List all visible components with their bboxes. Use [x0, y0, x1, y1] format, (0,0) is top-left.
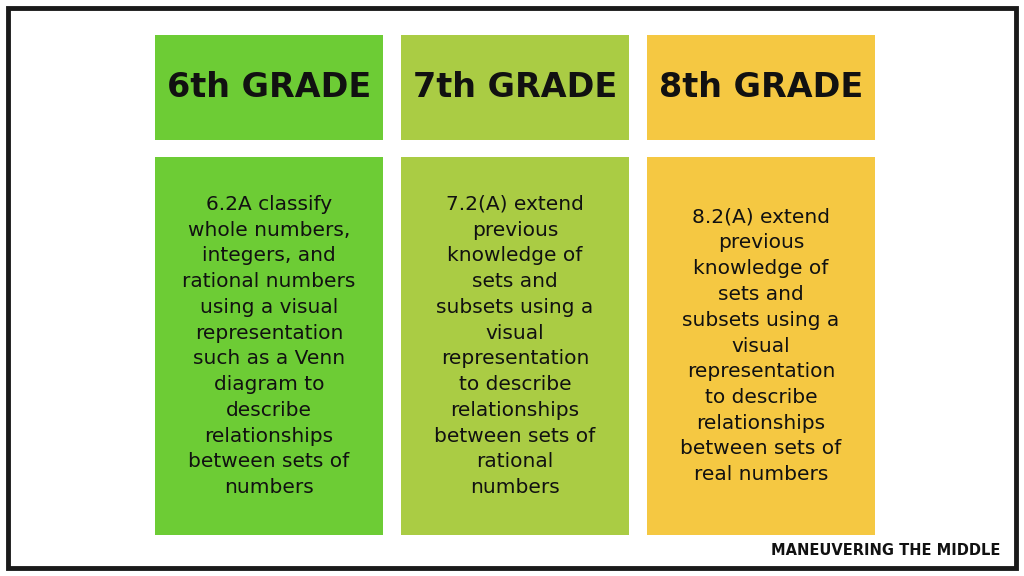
Bar [647, 157, 874, 535]
Text: 7.2(A) extend
previous
knowledge of
sets and
subsets using a
visual
representati: 7.2(A) extend previous knowledge of sets… [434, 195, 596, 497]
Text: 8th GRADE: 8th GRADE [658, 71, 863, 104]
Bar [155, 35, 383, 140]
Bar [401, 35, 629, 140]
Text: 6th GRADE: 6th GRADE [167, 71, 371, 104]
Text: 8.2(A) extend
previous
knowledge of
sets and
subsets using a
visual
representati: 8.2(A) extend previous knowledge of sets… [680, 208, 842, 484]
Bar [401, 157, 629, 535]
Bar [647, 35, 874, 140]
Text: 6.2A classify
whole numbers,
integers, and
rational numbers
using a visual
repre: 6.2A classify whole numbers, integers, a… [182, 195, 355, 497]
Text: MANEUVERING THE MIDDLE: MANEUVERING THE MIDDLE [771, 543, 1000, 558]
Text: 7th GRADE: 7th GRADE [413, 71, 617, 104]
Bar [155, 157, 383, 535]
